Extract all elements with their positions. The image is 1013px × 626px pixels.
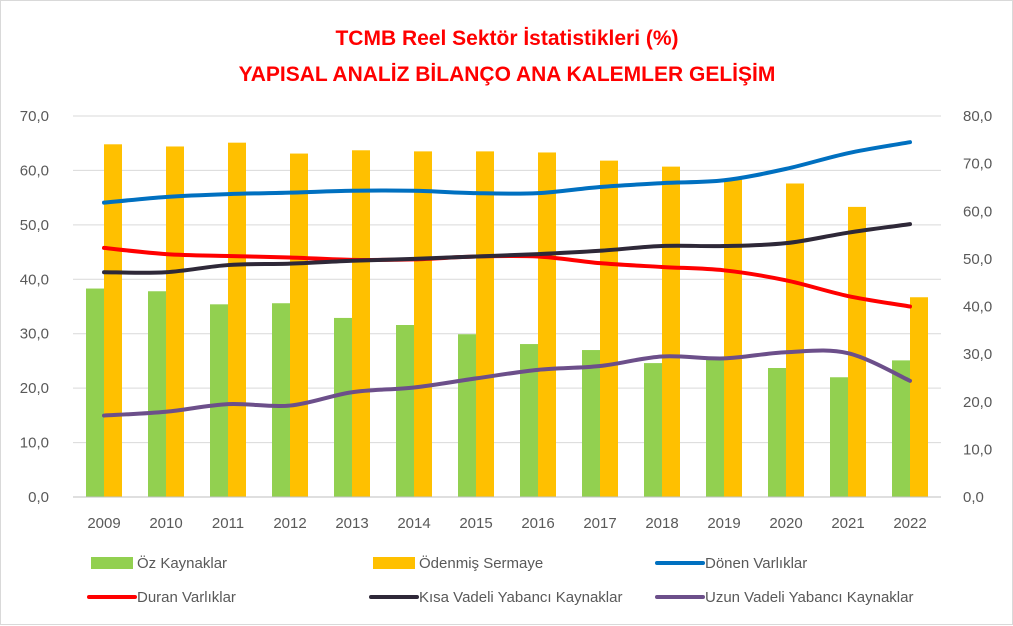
y-right-tick-label: 40,0 bbox=[963, 299, 992, 316]
legend-swatch bbox=[373, 557, 415, 569]
chart-title: TCMB Reel Sektör İstatistikleri (%) bbox=[335, 27, 678, 50]
bar bbox=[520, 344, 538, 497]
x-tick-label: 2009 bbox=[87, 515, 120, 532]
bar bbox=[104, 144, 122, 497]
bar bbox=[290, 153, 308, 497]
bar bbox=[706, 359, 724, 497]
x-tick-label: 2018 bbox=[645, 515, 678, 532]
x-tick-label: 2016 bbox=[521, 515, 554, 532]
bar bbox=[228, 142, 246, 498]
bar bbox=[910, 297, 928, 497]
legend-label: Uzun Vadeli Yabancı Kaynaklar bbox=[705, 589, 913, 606]
chart-subtitle: YAPISAL ANALİZ BİLANÇO ANA KALEMLER GELİ… bbox=[239, 63, 776, 86]
gridlines bbox=[73, 115, 941, 498]
bar bbox=[210, 304, 228, 497]
bar bbox=[458, 334, 476, 497]
bar bbox=[148, 291, 166, 497]
bar bbox=[396, 325, 414, 497]
y-right-tick-label: 10,0 bbox=[963, 441, 992, 458]
y-left-tick-label: 60,0 bbox=[20, 162, 49, 179]
y-left-tick-label: 70,0 bbox=[20, 108, 49, 125]
y-left-tick-label: 30,0 bbox=[20, 326, 49, 343]
y-left-tick-label: 0,0 bbox=[28, 489, 49, 506]
bar bbox=[166, 146, 184, 498]
bar bbox=[582, 350, 600, 497]
bar bbox=[272, 303, 290, 497]
x-tick-label: 2020 bbox=[769, 515, 802, 532]
bar bbox=[538, 152, 556, 497]
axes: 0,0 10,0 20,0 30,0 40,0 50,0 60,0 70,0 0,0 10,0 20… bbox=[20, 108, 992, 532]
bar bbox=[768, 368, 786, 497]
y-left-tick-label: 40,0 bbox=[20, 271, 49, 288]
bar bbox=[334, 317, 352, 497]
line-series bbox=[102, 140, 912, 418]
x-tick-label: 2021 bbox=[831, 515, 864, 532]
bar bbox=[848, 206, 866, 497]
series-line bbox=[102, 140, 912, 205]
y-right-tick-label: 20,0 bbox=[963, 394, 992, 411]
y-left-tick-label: 20,0 bbox=[20, 380, 49, 397]
x-tick-label: 2010 bbox=[149, 515, 182, 532]
y-right-tick-label: 0,0 bbox=[963, 489, 984, 506]
bar bbox=[830, 377, 848, 497]
x-tick-label: 2022 bbox=[893, 515, 926, 532]
legend-label: Ödenmiş Sermaye bbox=[419, 554, 543, 572]
y-left-tick-label: 10,0 bbox=[20, 435, 49, 452]
x-tick-label: 2017 bbox=[583, 515, 616, 532]
x-tick-label: 2011 bbox=[212, 515, 244, 532]
y-right-tick-label: 50,0 bbox=[963, 251, 992, 268]
bar bbox=[786, 183, 804, 497]
bar bbox=[600, 160, 618, 498]
bar bbox=[476, 151, 494, 497]
y-right-tick-label: 60,0 bbox=[963, 203, 992, 220]
bar bbox=[892, 360, 910, 497]
x-tick-label: 2019 bbox=[707, 515, 740, 532]
bar bbox=[724, 179, 742, 497]
bar bbox=[352, 150, 370, 498]
x-tick-label: 2014 bbox=[397, 515, 430, 532]
bar bbox=[662, 166, 680, 497]
bar bbox=[644, 363, 662, 497]
y-left-tick-label: 50,0 bbox=[20, 217, 49, 234]
x-tick-label: 2012 bbox=[273, 515, 306, 532]
series-line bbox=[102, 222, 912, 275]
bar bbox=[86, 288, 104, 497]
series-line bbox=[102, 348, 912, 418]
legend-label: Öz Kaynaklar bbox=[137, 554, 227, 572]
y-right-tick-label: 70,0 bbox=[963, 156, 992, 173]
legend-swatch bbox=[91, 557, 133, 569]
legend-label: Kısa Vadeli Yabancı Kaynaklar bbox=[419, 589, 622, 606]
y-right-tick-label: 80,0 bbox=[963, 108, 992, 125]
y-right-tick-label: 30,0 bbox=[963, 346, 992, 363]
bar-series bbox=[86, 142, 928, 498]
legend: Öz Kaynaklar Ödenmiş Sermaye Dönen Varlıkl… bbox=[87, 554, 913, 606]
bar bbox=[414, 151, 432, 497]
x-tick-label: 2013 bbox=[335, 515, 368, 532]
x-tick-label: 2015 bbox=[459, 515, 492, 532]
legend-label: Duran Varlıklar bbox=[137, 589, 236, 606]
legend-label: Dönen Varlıklar bbox=[705, 555, 807, 572]
